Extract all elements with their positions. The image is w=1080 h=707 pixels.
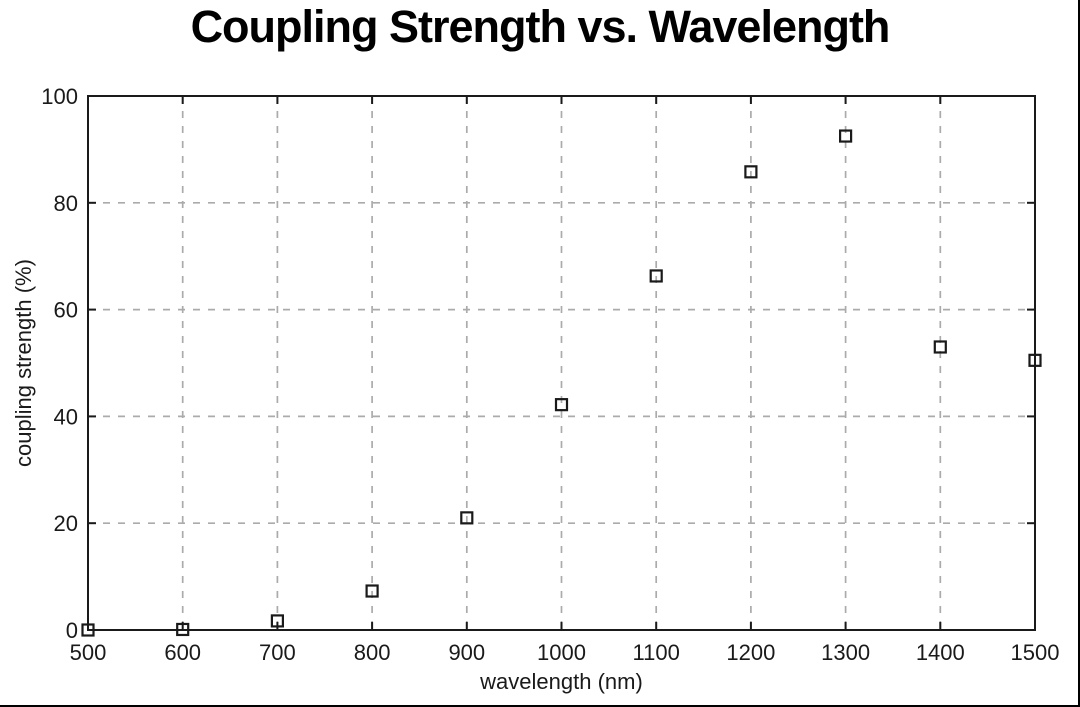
x-tick-label: 1000 <box>537 640 586 665</box>
data-point-marker <box>933 340 947 354</box>
y-tick-label: 100 <box>41 84 78 109</box>
y-tick-label: 0 <box>66 618 78 643</box>
x-tick-label: 1400 <box>916 640 965 665</box>
data-point-marker <box>270 614 284 628</box>
data-point-marker <box>81 623 95 637</box>
y-tick-label: 40 <box>54 404 78 429</box>
data-point-marker <box>838 129 853 143</box>
y-tick-label: 60 <box>54 298 78 323</box>
data-point-marker <box>554 398 569 412</box>
x-tick-label: 500 <box>70 640 107 665</box>
x-tick-label: 600 <box>164 640 201 665</box>
x-tick-label: 1200 <box>726 640 775 665</box>
x-tick-label: 1500 <box>1011 640 1060 665</box>
y-axis-label: coupling strength (%) <box>11 259 36 467</box>
x-tick-label: 1300 <box>821 640 870 665</box>
x-tick-label: 700 <box>259 640 296 665</box>
data-point-marker <box>365 584 379 598</box>
x-tick-label: 1100 <box>633 640 680 665</box>
x-tick-label: 900 <box>448 640 485 665</box>
y-tick-label: 20 <box>54 511 78 536</box>
plot-box <box>87 95 1036 631</box>
x-axis-label: wavelength (nm) <box>480 669 643 694</box>
x-tick-label: 800 <box>354 640 391 665</box>
data-point-marker <box>176 622 190 637</box>
y-tick-label: 80 <box>54 191 78 216</box>
data-point-marker <box>460 511 474 525</box>
data-point-marker <box>744 165 758 179</box>
chart-title: Coupling Strength vs. Wavelength <box>190 1 891 52</box>
data-point-marker <box>1028 353 1042 367</box>
data-point-marker <box>649 269 663 283</box>
